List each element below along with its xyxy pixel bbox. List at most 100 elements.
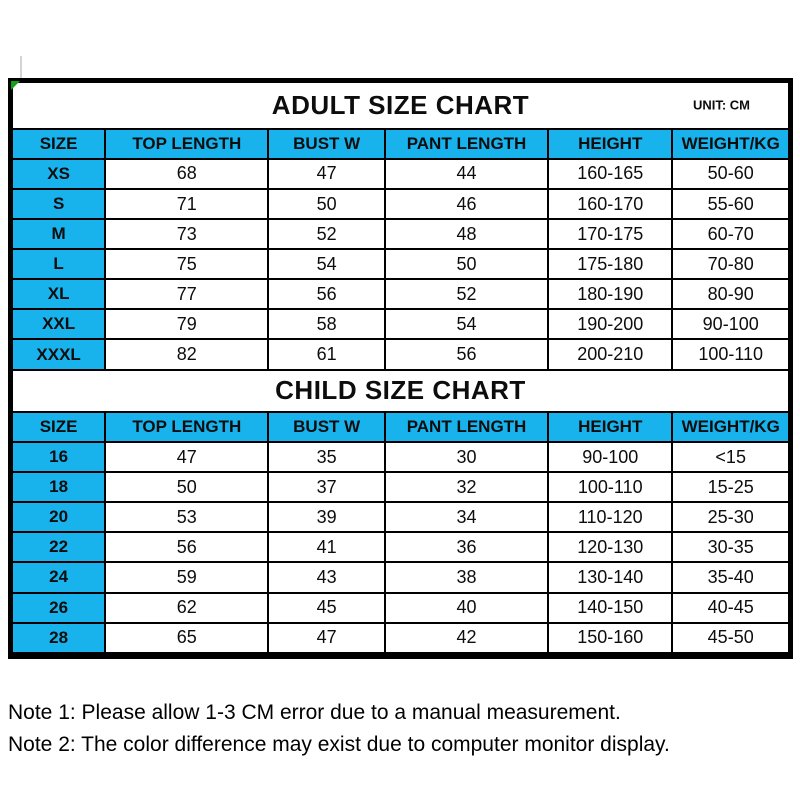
measurement-cell: 120-130: [547, 531, 674, 564]
measurement-cell: 47: [267, 157, 386, 191]
child-title-cell: CHILD SIZE CHART: [11, 368, 790, 413]
measurement-cell: 56: [104, 531, 270, 564]
measurement-cell: 150-160: [547, 621, 674, 654]
table-row: 22 56 41 36 120-130 30-35: [10, 531, 790, 564]
adult-title-row: ADULT SIZE CHART UNIT: CM: [11, 81, 790, 130]
table-row: XXXL 82 61 56 200-210 100-110: [10, 338, 790, 371]
size-label-cell: S: [10, 187, 107, 221]
size-table-frame: ADULT SIZE CHART UNIT: CM SIZE TOP LENGTH…: [8, 78, 793, 659]
size-label-cell: 28: [10, 621, 107, 654]
column-header: WEIGHT/KG: [671, 410, 790, 444]
adult-title-cell: ADULT SIZE CHART UNIT: CM: [11, 81, 790, 130]
size-label-cell: 22: [10, 531, 107, 564]
size-label-cell: XXXL: [10, 338, 107, 371]
measurement-cell: 180-190: [547, 278, 674, 311]
size-label-cell: XXL: [10, 308, 107, 341]
measurement-cell: 39: [267, 501, 386, 534]
column-header: BUST W: [267, 410, 386, 444]
measurement-cell: 79: [104, 308, 270, 341]
notes: Note 1: Please allow 1-3 CM error due to…: [8, 697, 670, 761]
measurement-cell: 46: [383, 187, 550, 221]
table-row: M 73 52 48 170-175 60-70: [10, 218, 790, 251]
measurement-cell: 59: [104, 561, 270, 594]
measurement-cell: 50-60: [671, 157, 790, 191]
size-label-cell: M: [10, 218, 107, 251]
measurement-cell: 48: [383, 218, 550, 251]
adult-chart-title: ADULT SIZE CHART: [271, 89, 530, 120]
note-2: Note 2: The color difference may exist d…: [8, 733, 670, 756]
measurement-cell: 55-60: [671, 187, 790, 221]
measurement-cell: 36: [383, 531, 550, 564]
adult-table-body: XS 68 47 44 160-165 50-60 S 71 50 46 160-170 55-60 M…: [10, 157, 790, 371]
table-row: XL 77 56 52 180-190 80-90: [10, 278, 790, 311]
child-chart-title: CHILD SIZE CHART: [275, 375, 526, 406]
measurement-cell: 50: [267, 187, 386, 221]
measurement-cell: 44: [383, 157, 550, 191]
filler-row: [11, 651, 790, 657]
table-row: XXL 79 58 54 190-200 90-100: [10, 308, 790, 341]
table-row: 26 62 45 40 140-150 40-45: [10, 591, 790, 624]
measurement-cell: 68: [104, 157, 270, 191]
measurement-cell: 170-175: [547, 218, 674, 251]
column-header: HEIGHT: [547, 127, 674, 160]
size-table: ADULT SIZE CHART UNIT: CM SIZE TOP LENGTH…: [10, 81, 790, 657]
measurement-cell: 62: [104, 591, 270, 624]
measurement-cell: 175-180: [547, 248, 674, 281]
size-label-cell: 18: [10, 471, 107, 504]
measurement-cell: 50: [104, 471, 270, 504]
measurement-cell: 47: [104, 441, 270, 474]
table-row: 24 59 43 38 130-140 35-40: [10, 561, 790, 594]
table-row: L 75 54 50 175-180 70-80: [10, 248, 790, 281]
child-header-row: SIZE TOP LENGTH BUST W PANT LENGTH HEIGHT WEI…: [10, 410, 790, 444]
measurement-cell: 61: [267, 338, 386, 371]
filler-cell: [11, 651, 790, 657]
measurement-cell: 43: [267, 561, 386, 594]
measurement-cell: 90-100: [547, 441, 674, 474]
measurement-cell: 54: [383, 308, 550, 341]
measurement-cell: 56: [267, 278, 386, 311]
measurement-cell: 65: [104, 621, 270, 654]
measurement-cell: 70-80: [671, 248, 790, 281]
measurement-cell: 35-40: [671, 561, 790, 594]
measurement-cell: 200-210: [547, 338, 674, 371]
column-header: PANT LENGTH: [383, 127, 550, 160]
table-row: XS 68 47 44 160-165 50-60: [10, 157, 790, 191]
child-table-body: 16 47 35 30 90-100 <15 18 50 37 32 100-110 15-25 20 5…: [10, 441, 790, 654]
measurement-cell: 30-35: [671, 531, 790, 564]
measurement-cell: 40: [383, 591, 550, 624]
column-header: BUST W: [267, 127, 386, 160]
size-label-cell: 24: [10, 561, 107, 594]
unit-label: UNIT: CM: [692, 97, 750, 113]
child-title-row: CHILD SIZE CHART: [11, 368, 790, 413]
screenshot-artifact-line: [20, 56, 22, 78]
measurement-cell: 54: [267, 248, 386, 281]
column-header: SIZE: [10, 127, 107, 160]
measurement-cell: <15: [671, 441, 790, 474]
measurement-cell: 40-45: [671, 591, 790, 624]
measurement-cell: 32: [383, 471, 550, 504]
size-label-cell: L: [10, 248, 107, 281]
size-label-cell: XL: [10, 278, 107, 311]
table-row: 16 47 35 30 90-100 <15: [10, 441, 790, 474]
measurement-cell: 45-50: [671, 621, 790, 654]
column-header: SIZE: [10, 410, 107, 444]
table-row: S 71 50 46 160-170 55-60: [10, 187, 790, 221]
table-row: 18 50 37 32 100-110 15-25: [10, 471, 790, 504]
measurement-cell: 34: [383, 501, 550, 534]
note-1: Note 1: Please allow 1-3 CM error due to…: [8, 701, 621, 724]
measurement-cell: 160-165: [547, 157, 674, 191]
measurement-cell: 71: [104, 187, 270, 221]
measurement-cell: 37: [267, 471, 386, 504]
size-label-cell: 26: [10, 591, 107, 624]
measurement-cell: 45: [267, 591, 386, 624]
measurement-cell: 41: [267, 531, 386, 564]
measurement-cell: 38: [383, 561, 550, 594]
measurement-cell: 52: [267, 218, 386, 251]
measurement-cell: 190-200: [547, 308, 674, 341]
adult-section: ADULT SIZE CHART UNIT: CM SIZE TOP LENGTH…: [10, 81, 790, 160]
column-header: WEIGHT/KG: [671, 127, 790, 160]
measurement-cell: 77: [104, 278, 270, 311]
size-label-cell: 20: [10, 501, 107, 534]
measurement-cell: 82: [104, 338, 270, 371]
